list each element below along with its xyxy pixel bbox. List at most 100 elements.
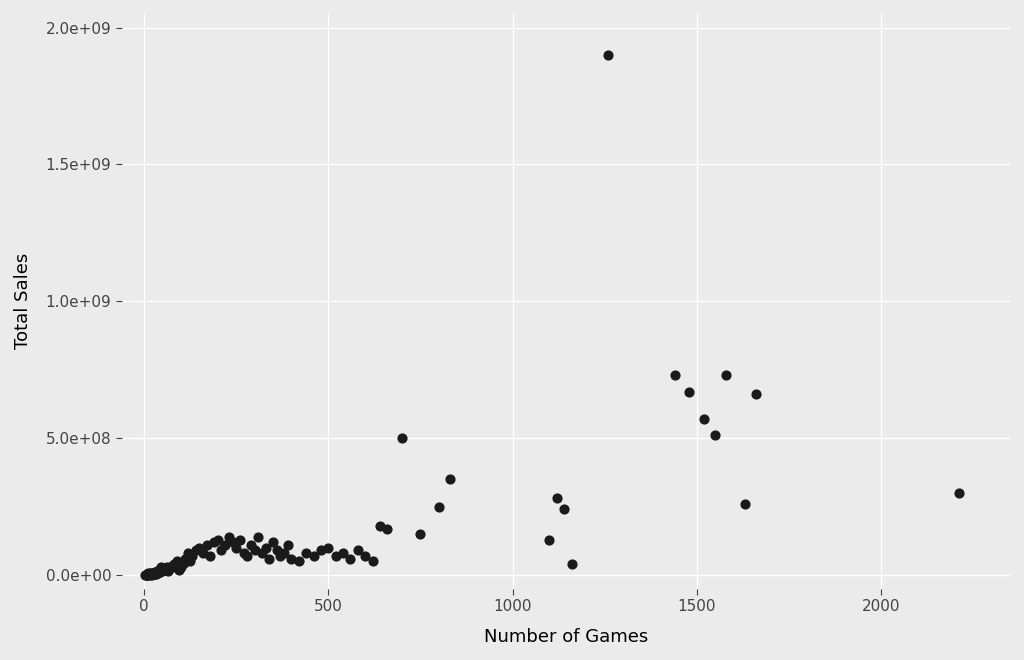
Point: [143, 568, 160, 579]
X-axis label: Number of Games: Number of Games: [484, 628, 648, 646]
Point: [138, 570, 155, 580]
Point: [549, 493, 565, 504]
Point: [144, 568, 161, 578]
Point: [254, 548, 270, 558]
Point: [736, 499, 753, 510]
Point: [257, 543, 273, 553]
Point: [150, 568, 166, 579]
Point: [156, 564, 172, 575]
Point: [748, 389, 764, 400]
Point: [199, 540, 215, 550]
Point: [142, 569, 159, 579]
Point: [140, 568, 157, 578]
Point: [173, 562, 189, 572]
Point: [321, 543, 337, 553]
Point: [365, 556, 381, 567]
Point: [195, 548, 211, 558]
Point: [210, 534, 226, 544]
Point: [542, 534, 558, 544]
Point: [268, 545, 285, 556]
Point: [247, 545, 263, 556]
Point: [441, 474, 458, 484]
Point: [431, 502, 447, 512]
Point: [160, 566, 176, 576]
Point: [224, 537, 241, 548]
Point: [231, 534, 248, 544]
Point: [141, 570, 158, 580]
Point: [239, 550, 255, 561]
Point: [146, 569, 163, 579]
Point: [342, 554, 358, 564]
Point: [154, 566, 170, 576]
Point: [220, 531, 237, 542]
Point: [718, 370, 734, 381]
Point: [379, 523, 395, 534]
Point: [179, 548, 196, 558]
Point: [150, 566, 166, 576]
Point: [261, 554, 278, 564]
Point: [165, 559, 181, 570]
Point: [164, 560, 180, 571]
Point: [139, 569, 156, 579]
Point: [167, 562, 183, 572]
Point: [328, 550, 344, 561]
Point: [272, 550, 289, 561]
Point: [250, 531, 266, 542]
Point: [145, 568, 162, 579]
Point: [206, 537, 222, 548]
Point: [284, 554, 300, 564]
Point: [696, 414, 713, 424]
Point: [145, 569, 162, 579]
Point: [708, 430, 724, 441]
Point: [142, 568, 159, 578]
Point: [169, 556, 185, 567]
Point: [140, 570, 157, 580]
Point: [182, 556, 199, 567]
Point: [183, 550, 200, 561]
Point: [556, 504, 572, 515]
Point: [667, 370, 683, 381]
Point: [137, 570, 154, 580]
Point: [144, 570, 161, 580]
Point: [141, 569, 158, 579]
Point: [298, 548, 314, 558]
Point: [139, 570, 156, 580]
Point: [236, 548, 252, 558]
Point: [280, 540, 296, 550]
Point: [158, 563, 174, 574]
Point: [176, 558, 193, 568]
Point: [213, 545, 229, 556]
Point: [394, 433, 411, 444]
Point: [275, 548, 292, 558]
Point: [217, 540, 233, 550]
Point: [950, 488, 967, 498]
Point: [191, 543, 208, 553]
Point: [187, 545, 204, 556]
Point: [243, 540, 259, 550]
Point: [141, 568, 158, 579]
Point: [291, 556, 307, 567]
Point: [312, 545, 329, 556]
Y-axis label: Total Sales: Total Sales: [14, 253, 32, 350]
Point: [151, 564, 167, 575]
Point: [139, 569, 156, 579]
Point: [305, 550, 322, 561]
Point: [159, 562, 175, 572]
Point: [162, 563, 178, 574]
Point: [413, 529, 429, 539]
Point: [372, 521, 388, 531]
Point: [600, 50, 616, 60]
Point: [137, 570, 154, 580]
Point: [177, 554, 194, 564]
Point: [152, 567, 168, 578]
Point: [146, 566, 163, 577]
Point: [171, 564, 187, 575]
Point: [357, 550, 374, 561]
Point: [145, 568, 162, 578]
Point: [349, 545, 366, 556]
Point: [228, 543, 245, 553]
Point: [563, 559, 580, 570]
Point: [155, 565, 171, 576]
Point: [202, 550, 218, 561]
Point: [148, 568, 165, 578]
